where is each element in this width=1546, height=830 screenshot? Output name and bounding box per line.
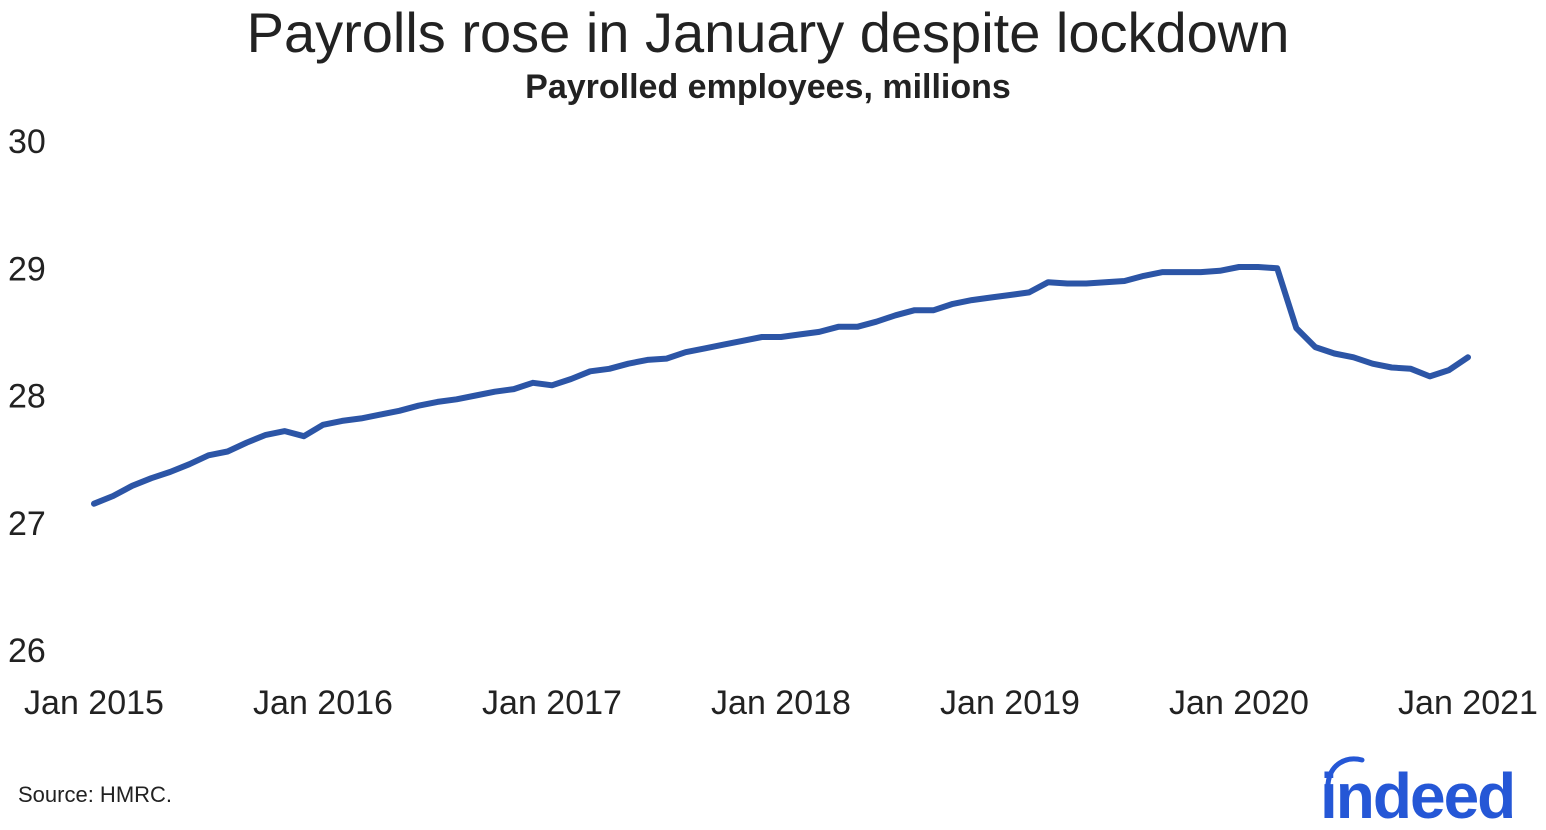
y-axis: 26 27 28 29 30 <box>8 123 46 670</box>
x-tick-label: Jan 2021 <box>1398 684 1538 722</box>
source-note: Source: HMRC. <box>18 782 173 807</box>
x-tick-label: Jan 2017 <box>482 684 622 722</box>
x-axis: Jan 2015 Jan 2016 Jan 2017 Jan 2018 Jan 2019… <box>24 684 1538 722</box>
indeed-logo: indeed <box>1320 756 1516 824</box>
series-line-payrolled-employees <box>91 264 1471 507</box>
y-tick-label: 27 <box>8 505 46 543</box>
x-tick-label: Jan 2015 <box>24 684 164 722</box>
chart-subtitle: Payrolled employees, millions <box>525 68 1011 106</box>
y-tick-label: 28 <box>8 378 46 416</box>
chart-title: Payrolls rose in January despite lockdow… <box>246 1 1290 64</box>
x-tick-label: Jan 2016 <box>253 684 393 722</box>
y-tick-label: 26 <box>8 632 46 670</box>
logo-text: indeed <box>1320 760 1514 824</box>
y-tick-label: 30 <box>8 123 46 161</box>
logo-swoosh <box>1325 756 1365 787</box>
x-tick-label: Jan 2019 <box>940 684 1080 722</box>
x-tick-label: Jan 2020 <box>1169 684 1309 722</box>
plot-area <box>91 264 1471 507</box>
x-tick-label: Jan 2018 <box>711 684 851 722</box>
y-tick-label: 29 <box>8 250 46 288</box>
